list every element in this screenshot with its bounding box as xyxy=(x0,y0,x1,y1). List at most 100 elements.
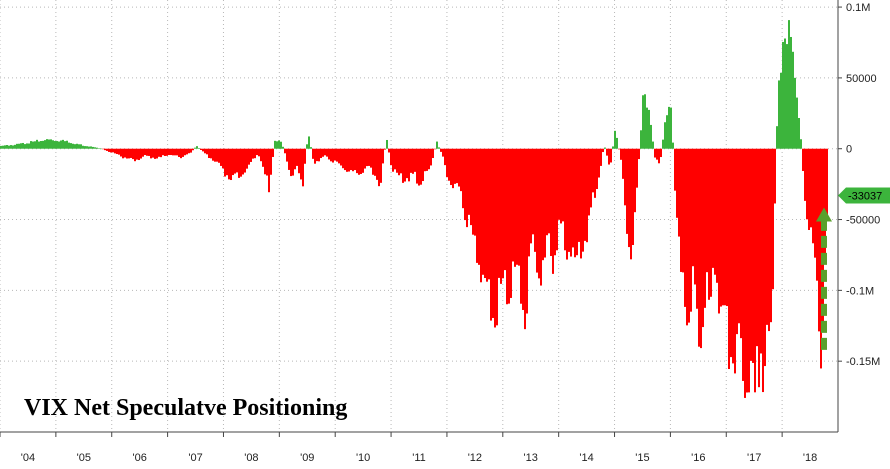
bar xyxy=(626,148,628,234)
bar xyxy=(330,148,332,162)
bar xyxy=(192,148,194,151)
bar xyxy=(598,148,600,178)
bar xyxy=(808,148,810,231)
bar xyxy=(432,148,434,159)
bar xyxy=(552,148,554,274)
bar xyxy=(548,148,550,234)
bar xyxy=(818,148,820,332)
bar xyxy=(486,148,488,282)
bar xyxy=(538,148,540,279)
bar xyxy=(508,148,510,304)
bar xyxy=(200,148,202,150)
bar xyxy=(794,77,796,149)
bar xyxy=(530,148,532,244)
x-tick-label: '09 xyxy=(300,452,314,464)
bar xyxy=(6,145,8,149)
bar xyxy=(706,148,708,273)
bar xyxy=(66,140,68,149)
bar xyxy=(656,148,658,160)
bar xyxy=(302,148,304,187)
bar xyxy=(810,148,812,228)
bar xyxy=(164,148,166,156)
bar xyxy=(372,148,374,175)
bar xyxy=(400,148,402,174)
bar xyxy=(704,148,706,308)
bar xyxy=(762,148,764,393)
bar xyxy=(618,148,620,150)
bar xyxy=(50,139,52,149)
bar xyxy=(416,148,418,184)
x-tick-label: '08 xyxy=(244,452,258,464)
bar xyxy=(696,148,698,309)
bar xyxy=(710,148,712,297)
bar xyxy=(284,148,286,154)
bar xyxy=(534,148,536,252)
bar xyxy=(712,148,714,268)
bar xyxy=(702,148,704,328)
bar xyxy=(374,148,376,176)
bar xyxy=(136,148,138,160)
bar xyxy=(602,148,604,153)
bar xyxy=(26,143,28,149)
bar xyxy=(520,148,522,304)
bar xyxy=(540,148,542,286)
bar xyxy=(14,144,16,149)
bar xyxy=(446,148,448,178)
bar xyxy=(262,148,264,167)
bar xyxy=(510,148,512,298)
bar xyxy=(812,148,814,244)
bar xyxy=(476,148,478,263)
bar xyxy=(348,148,350,172)
x-tick-label: '05 xyxy=(77,452,91,464)
bar xyxy=(728,148,730,370)
bar xyxy=(422,148,424,182)
bar xyxy=(298,148,300,174)
bar xyxy=(576,148,578,256)
bar xyxy=(152,148,154,158)
bar xyxy=(578,148,580,242)
bar xyxy=(42,140,44,149)
bar xyxy=(210,148,212,159)
bar xyxy=(132,148,134,160)
bar xyxy=(20,143,22,149)
bar xyxy=(266,148,268,176)
bar xyxy=(666,115,668,149)
bar xyxy=(116,148,118,155)
bar xyxy=(528,148,530,257)
last-value-label: -33037 xyxy=(848,191,882,203)
bar xyxy=(750,148,752,361)
bar xyxy=(438,147,440,149)
bar xyxy=(466,148,468,228)
bar xyxy=(546,148,548,236)
bar xyxy=(208,148,210,159)
x-tick-label: '11 xyxy=(412,452,426,464)
bar xyxy=(138,148,140,161)
bar xyxy=(454,148,456,184)
bar xyxy=(358,148,360,175)
bar xyxy=(648,109,650,149)
bar xyxy=(174,148,176,156)
bar xyxy=(316,148,318,162)
bar xyxy=(664,122,666,149)
bar xyxy=(38,141,40,149)
bar xyxy=(554,148,556,256)
bar xyxy=(452,148,454,189)
bar xyxy=(796,97,798,149)
bar xyxy=(214,148,216,162)
bar xyxy=(280,141,282,149)
bar xyxy=(24,144,26,149)
bar xyxy=(698,148,700,347)
bar xyxy=(482,148,484,275)
bar xyxy=(384,148,386,150)
bar xyxy=(250,148,252,162)
bar xyxy=(784,38,786,149)
bar xyxy=(668,106,670,149)
bar xyxy=(310,147,312,149)
arrow-head xyxy=(816,207,832,222)
bar xyxy=(72,143,74,149)
bar xyxy=(792,51,794,149)
bar xyxy=(112,148,114,153)
bar xyxy=(502,148,504,279)
bar xyxy=(322,148,324,157)
bar xyxy=(312,148,314,159)
